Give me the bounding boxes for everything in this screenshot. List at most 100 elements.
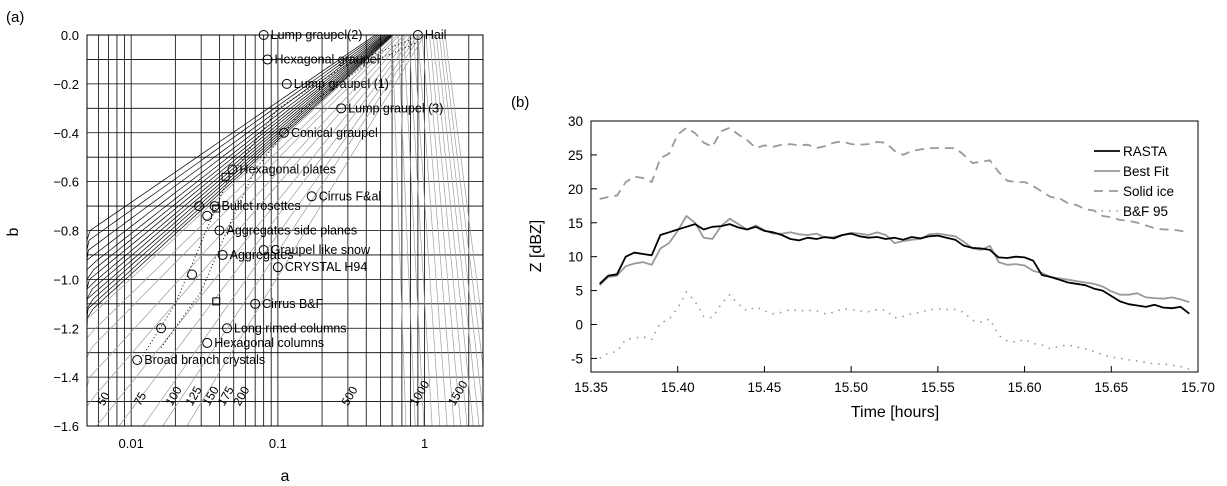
isoline-gray	[408, 34, 433, 427]
point-marker	[156, 323, 167, 334]
x-tick-label: 1	[421, 436, 428, 451]
x-tick-label: 15.65	[1094, 380, 1128, 395]
point-label: Aggregates	[230, 248, 294, 262]
x-tick-label: 0.1	[269, 436, 287, 451]
point-label: CRYSTAL H94	[285, 260, 367, 274]
panel-b-frame	[590, 120, 1199, 373]
x-tick-label: 15.55	[921, 380, 955, 395]
isoline-gray	[391, 34, 407, 427]
panel-a-dotted-fits	[136, 39, 419, 366]
point-label: Aggregates side planes	[227, 224, 358, 238]
isoline-gray	[432, 34, 474, 427]
isoline	[162, 34, 422, 427]
x-tick-label: 15.70	[1181, 380, 1215, 395]
panel-b-ylabel: Z [dBZ]	[528, 220, 545, 272]
point-label: Lump graupel (3)	[348, 101, 443, 115]
isoline-gray	[441, 34, 484, 426]
panel-b-xlabel: Time [hours]	[851, 404, 939, 421]
x-tick-label: 15.45	[748, 380, 782, 395]
point-label: Hexagonal graupel	[275, 52, 380, 66]
y-tick-label: 10	[568, 250, 583, 265]
point-marker	[258, 245, 269, 256]
series-line-rasta	[599, 223, 1190, 315]
panel-a-ylabel: b	[5, 227, 22, 236]
point-label: Hexagonal plates	[239, 162, 336, 176]
point-marker	[194, 201, 205, 212]
y-tick-label: −1.4	[53, 370, 79, 385]
isoline-gray	[438, 34, 484, 426]
panel-b-ticks: 15.35 15.40 15.45 15.50 15.55 15.60 15.65 15.70…	[568, 114, 1215, 395]
panel-b-series	[599, 126, 1190, 371]
isoline-gray	[417, 34, 448, 427]
isoline-gray	[429, 34, 468, 427]
x-tick-label: 15.40	[661, 380, 695, 395]
isoline-gray	[435, 34, 480, 427]
isoline-gray	[403, 34, 425, 427]
square-marker	[212, 204, 221, 213]
point-label: Broad branch crystals	[144, 353, 265, 367]
series-line-solid-ice	[599, 126, 1190, 234]
isoline-label: 500	[338, 384, 360, 409]
panel-a-label: (a)	[6, 9, 24, 26]
isoline-label: 1500	[445, 378, 471, 408]
dotted-fit	[160, 41, 419, 349]
series-line-b-f-95	[599, 291, 1190, 371]
y-tick-label: −0.4	[53, 126, 79, 141]
panel-a-frame	[86, 34, 484, 427]
point-marker	[209, 201, 220, 212]
y-tick-label: 5	[575, 284, 583, 299]
point-marker	[222, 323, 233, 334]
panel-b-legend: RASTA Best Fit Solid ice B&F 95	[1094, 144, 1174, 219]
x-tick-label: 15.60	[1008, 380, 1042, 395]
isoline-label: 100	[163, 384, 185, 409]
isoline-label: 50	[94, 389, 113, 408]
point-marker	[278, 127, 289, 138]
point-marker	[202, 337, 213, 348]
point-label: Graupel like snow	[271, 243, 371, 257]
y-tick-label: -5	[571, 351, 583, 366]
point-label: Cirrus B&F	[262, 297, 323, 311]
point-label: Conical graupel	[291, 126, 378, 140]
y-tick-label: 25	[568, 148, 583, 163]
x-tick-label: 15.50	[834, 380, 868, 395]
y-tick-label: −1.6	[53, 419, 79, 434]
point-marker	[217, 249, 228, 260]
point-marker	[187, 269, 198, 280]
y-tick-label: −1.0	[53, 272, 79, 287]
point-label: Hexagonal columns	[214, 336, 324, 350]
square-marker	[212, 297, 221, 306]
y-tick-label: −1.2	[53, 321, 79, 336]
y-tick-label: 30	[568, 114, 583, 129]
legend-label: RASTA	[1123, 144, 1167, 159]
panel-b-label: (b)	[511, 94, 529, 111]
point-label: Lump graupel (1)	[294, 77, 389, 91]
panel-a-xlabel: a	[281, 468, 290, 485]
point-label: Bullet rosettes	[222, 199, 301, 213]
y-tick-label: −0.2	[53, 77, 79, 92]
square-marker	[221, 172, 230, 181]
panel-b: (b) 15.35 15.40 15.45 15.50 15.55 15.60 15.65 1…	[511, 94, 1215, 421]
point-marker	[227, 164, 238, 175]
point-marker	[132, 355, 143, 366]
y-tick-label: −0.8	[53, 224, 79, 239]
series-line-best-fit	[599, 215, 1190, 303]
isoline	[186, 34, 425, 427]
isoline	[96, 34, 412, 427]
y-tick-label: 0	[575, 318, 583, 333]
x-tick-label: 15.35	[574, 380, 608, 395]
y-tick-label: 20	[568, 182, 583, 197]
panel-a-ticks: 0.01 0.1 1 0.0 −0.2 −0.4 −0.6 −0.8 −1.0 −1.2 −1.4 −…	[53, 28, 428, 451]
point-marker	[214, 225, 225, 236]
point-marker	[272, 262, 283, 273]
point-marker	[306, 191, 317, 202]
legend-label: Solid ice	[1123, 184, 1174, 199]
x-tick-label: 0.01	[119, 436, 144, 451]
isoline-label: 75	[131, 389, 150, 408]
point-marker	[262, 54, 273, 65]
y-tick-label: 0.0	[61, 28, 79, 43]
y-tick-label: −0.6	[53, 175, 79, 190]
point-label: Cirrus F&al	[319, 189, 382, 203]
